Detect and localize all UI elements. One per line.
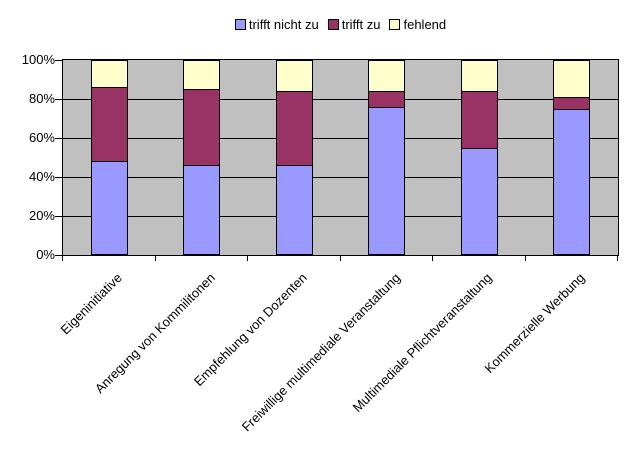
- bar-segment-fehlend: [368, 60, 405, 92]
- bar-segment-trifft-nicht-zu: [276, 165, 313, 255]
- bar-segment-fehlend: [183, 60, 220, 90]
- bar-segment-trifft-zu: [368, 91, 405, 107]
- y-tick-label: 100%: [21, 52, 55, 67]
- x-category-label: Kommerzielle Werbung: [481, 270, 588, 376]
- bar-segment-trifft-nicht-zu: [368, 106, 405, 255]
- x-tick-mark: [62, 256, 63, 261]
- bar-2: [183, 60, 220, 255]
- legend-swatch-icon: [389, 19, 401, 30]
- bar-3: [276, 60, 313, 255]
- gridline: [63, 99, 618, 100]
- y-tick-label: 20%: [28, 208, 55, 223]
- x-tick-mark: [340, 256, 341, 261]
- y-tick-label: 60%: [28, 130, 55, 145]
- legend-swatch-icon: [327, 19, 339, 30]
- x-tick-mark: [247, 256, 248, 261]
- x-category-label: Freiwillige multimediale Veranstaltung: [238, 270, 403, 435]
- gridline: [63, 177, 618, 178]
- bar-segment-trifft-nicht-zu: [553, 108, 590, 255]
- legend-item-2: trifft zu: [327, 17, 381, 32]
- legend-label: fehlend: [403, 17, 447, 32]
- bar-segment-trifft-zu: [91, 87, 128, 162]
- legend-label: trifft zu: [341, 17, 381, 32]
- y-tick-mark: [55, 216, 62, 217]
- bar-segment-trifft-zu: [553, 97, 590, 109]
- bar-segment-fehlend: [91, 60, 128, 88]
- y-tick-label: 80%: [28, 91, 55, 106]
- bar-segment-fehlend: [276, 60, 313, 92]
- bar-segment-fehlend: [461, 60, 498, 92]
- bar-4: [368, 60, 405, 255]
- y-tick-mark: [55, 138, 62, 139]
- plot-area: [62, 59, 619, 256]
- bar-segment-trifft-nicht-zu: [183, 165, 220, 255]
- x-tick-mark: [155, 256, 156, 261]
- y-tick-mark: [55, 99, 62, 100]
- bar-segment-trifft-zu: [461, 91, 498, 148]
- bar-segment-fehlend: [553, 60, 590, 98]
- bar-segment-trifft-zu: [276, 91, 313, 166]
- bar-5: [461, 60, 498, 255]
- bar-segment-trifft-zu: [183, 89, 220, 166]
- bar-6: [553, 60, 590, 255]
- gridline: [63, 216, 618, 217]
- legend-label: trifft nicht zu: [248, 17, 319, 32]
- y-tick-mark: [55, 177, 62, 178]
- gridline: [63, 138, 618, 139]
- bar-segment-trifft-nicht-zu: [461, 147, 498, 255]
- bar-segment-trifft-nicht-zu: [91, 161, 128, 255]
- y-tick-mark: [55, 255, 62, 256]
- x-tick-mark: [617, 256, 618, 261]
- legend-item-3: fehlend: [389, 17, 446, 32]
- bar-1: [91, 60, 128, 255]
- y-tick-mark: [55, 60, 62, 61]
- legend-item-1: trifft nicht zu: [234, 17, 319, 32]
- y-tick-label: 0%: [36, 247, 55, 262]
- y-tick-label: 40%: [28, 169, 55, 184]
- x-tick-mark: [432, 256, 433, 261]
- legend: trifft nicht zu trifft zu fehlend: [63, 17, 618, 32]
- x-category-label: Eigeninitiative: [57, 270, 125, 338]
- legend-swatch-icon: [234, 19, 246, 30]
- x-tick-mark: [525, 256, 526, 261]
